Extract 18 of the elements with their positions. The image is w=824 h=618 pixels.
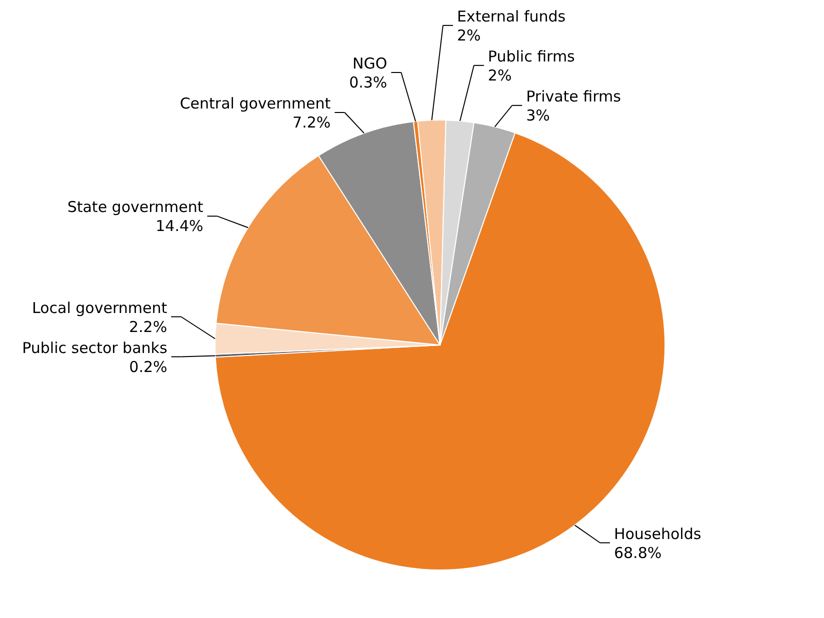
slice-label: Public sector banks <box>22 338 168 357</box>
slice-label: Local government <box>32 298 168 317</box>
data-label: 2.2% <box>128 318 168 336</box>
data-label: 2% <box>456 26 481 44</box>
slice-label: Central government <box>180 94 331 112</box>
data-label: 7.2% <box>292 113 331 132</box>
slice-label: State government <box>67 198 204 216</box>
slice-label: NGO <box>352 54 388 72</box>
data-label: 0.3% <box>349 73 388 92</box>
data-label: 68.8% <box>614 544 662 562</box>
slice-label: External funds <box>456 7 566 26</box>
slice-label: Households <box>614 524 702 543</box>
slice-label: Public firms <box>488 47 576 66</box>
data-label: 0.2% <box>129 358 168 376</box>
data-label: 2% <box>488 66 512 84</box>
data-label: 3% <box>526 106 550 124</box>
slice-label: Private firms <box>526 87 622 106</box>
data-label: 14.4% <box>156 217 204 236</box>
